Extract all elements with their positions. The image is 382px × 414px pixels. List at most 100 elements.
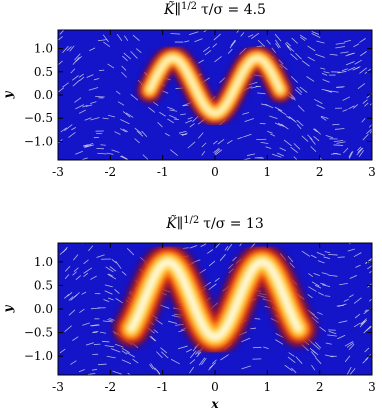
flow-arrow	[355, 264, 361, 268]
flow-arrow	[201, 150, 206, 156]
flow-arrow	[312, 128, 318, 133]
flow-arrow	[136, 130, 144, 137]
y-tick-label: 0.0	[34, 302, 53, 316]
flow-arrow	[123, 52, 131, 60]
flow-arrow	[111, 149, 120, 153]
flow-arrow	[70, 360, 77, 365]
flow-arrow	[58, 87, 65, 93]
flow-arrow	[189, 245, 198, 249]
flow-arrow	[188, 31, 199, 36]
flow-arrow	[124, 35, 129, 41]
flow-arrow	[328, 274, 338, 277]
flow-arrow	[219, 77, 226, 84]
flow-arrow	[287, 356, 296, 363]
flow-arrow	[283, 139, 292, 147]
flow-arrow	[121, 65, 127, 71]
flow-arrow	[99, 331, 107, 334]
flow-arrow	[311, 31, 320, 35]
flow-arrow	[312, 343, 320, 350]
flow-arrow	[152, 101, 159, 106]
flow-arrow	[270, 133, 276, 137]
y-tick-label: 0.5	[34, 65, 53, 79]
flow-arrow	[89, 47, 96, 52]
flow-arrow	[354, 59, 362, 65]
flow-arrow	[364, 102, 369, 107]
flow-arrow	[120, 155, 128, 160]
flow-arrow	[330, 90, 339, 93]
flow-arrow	[321, 88, 332, 92]
flow-arrow	[260, 103, 268, 106]
flow-arrow	[75, 104, 85, 110]
flow-arrow	[364, 347, 370, 353]
flow-arrow	[134, 138, 140, 144]
flow-arrow	[104, 290, 113, 295]
flow-arrow	[310, 351, 317, 358]
flow-arrow	[87, 373, 96, 375]
flow-arrow	[277, 152, 285, 157]
flow-arrow	[323, 71, 330, 74]
flow-arrow	[317, 311, 323, 315]
x-tick-label: 3	[368, 380, 376, 394]
x-tick-label: -2	[104, 165, 116, 179]
flow-arrow	[295, 356, 303, 364]
flow-arrow	[208, 260, 216, 267]
flow-arrow	[194, 38, 203, 43]
title-exponent: 1/2	[183, 215, 199, 226]
flow-arrow	[324, 251, 331, 253]
flow-arrow	[308, 286, 317, 292]
flow-arrow	[321, 272, 329, 275]
flow-arrow	[83, 267, 93, 274]
flow-arrow	[329, 53, 338, 56]
flow-arrow	[247, 34, 254, 38]
flow-arrow	[90, 101, 97, 104]
flow-arrow	[81, 157, 88, 160]
flow-arrow	[313, 273, 320, 277]
flow-arrow	[197, 132, 204, 139]
flow-arrow	[81, 291, 87, 295]
flow-arrow	[324, 295, 331, 297]
flow-arrow	[334, 128, 345, 130]
flow-arrow	[66, 292, 73, 297]
flow-arrow	[345, 61, 355, 66]
flow-arrow	[314, 284, 322, 289]
x-tick-label: -3	[52, 380, 64, 394]
flow-arrow	[187, 117, 193, 120]
flow-arrow	[177, 345, 188, 350]
flow-arrow	[236, 30, 240, 33]
flow-arrow	[299, 36, 306, 41]
flow-arrow	[286, 44, 295, 53]
flow-arrow	[58, 60, 63, 66]
flow-arrow	[74, 97, 82, 103]
flow-arrow	[345, 52, 354, 57]
flow-arrow	[275, 39, 281, 48]
flow-arrow	[311, 32, 321, 39]
flow-arrow	[126, 352, 136, 358]
plot-area	[58, 243, 372, 375]
flow-arrow	[343, 147, 349, 154]
x-tick-label: 1	[264, 165, 272, 179]
flow-arrow	[361, 118, 366, 123]
flow-arrow	[308, 273, 314, 277]
flow-arrow	[353, 43, 360, 48]
intensity-band	[147, 55, 283, 117]
title-symbol: K̃∥	[165, 214, 183, 232]
flow-arrow	[277, 122, 284, 127]
flow-arrow	[157, 122, 163, 128]
flow-arrow	[130, 94, 139, 101]
flow-arrow	[200, 243, 206, 247]
flow-arrow	[289, 116, 297, 123]
flow-arrow	[214, 148, 221, 155]
flow-arrow	[68, 296, 74, 301]
flow-arrow	[263, 346, 269, 350]
panel-title: K̃∥1/2 τ/σ = 13	[165, 214, 264, 232]
flow-arrow	[333, 152, 341, 155]
flow-arrow	[150, 363, 156, 371]
flow-arrow	[336, 304, 344, 307]
flow-arrow	[120, 128, 127, 133]
y-tick-label: 1.0	[34, 255, 53, 269]
flow-arrow	[86, 74, 94, 78]
flow-arrow	[346, 342, 354, 348]
flow-arrow	[62, 82, 69, 88]
flow-arrow	[184, 40, 190, 43]
flow-arrow	[60, 127, 67, 133]
